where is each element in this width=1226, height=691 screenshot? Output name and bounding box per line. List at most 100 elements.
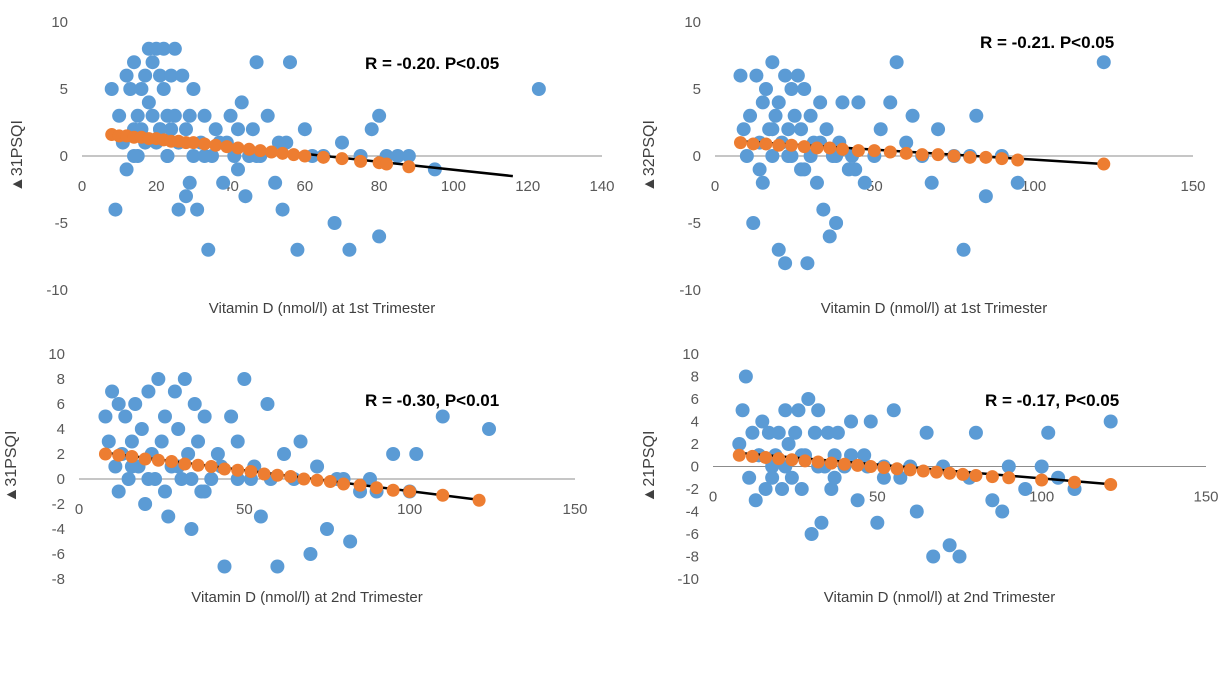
observed-point	[138, 497, 152, 511]
predicted-point	[986, 470, 999, 483]
observed-point	[957, 243, 971, 257]
observed-point	[238, 189, 252, 203]
observed-point	[204, 472, 218, 486]
observed-point	[920, 426, 934, 440]
observed-point	[1051, 471, 1065, 485]
observed-point	[151, 372, 165, 386]
observed-point	[184, 522, 198, 536]
observed-point	[1104, 415, 1118, 429]
predicted-point	[825, 457, 838, 470]
observed-point	[294, 435, 308, 449]
y-tick-label: -5	[55, 215, 68, 232]
observed-point	[820, 122, 834, 136]
predicted-point	[917, 465, 930, 478]
predicted-point	[370, 481, 383, 494]
y-axis-title: ▲31PSQI	[3, 431, 20, 503]
predicted-point	[298, 150, 311, 163]
observed-point	[343, 535, 357, 549]
predicted-point	[963, 151, 976, 164]
predicted-point	[337, 478, 350, 491]
correlation-annotation: R = -0.17, P<0.05	[985, 391, 1119, 410]
predicted-point	[165, 455, 178, 468]
observed-point	[778, 256, 792, 270]
y-tick-label: -10	[46, 282, 68, 299]
observed-point	[198, 485, 212, 499]
observed-point	[969, 109, 983, 123]
y-tick-label: 8	[691, 369, 699, 386]
observed-point	[887, 403, 901, 417]
correlation-annotation: R = -0.30, P<0.01	[365, 391, 499, 410]
observed-point	[778, 69, 792, 83]
observed-point	[883, 95, 897, 109]
chart-panel-4: 1086420-2-4-6-8-100 50 100 150R = -0.17, P<…	[641, 346, 1219, 606]
observed-point	[831, 426, 845, 440]
observed-point	[765, 55, 779, 69]
observed-point	[335, 136, 349, 150]
predicted-point	[1035, 474, 1048, 487]
observed-point	[171, 422, 185, 436]
observed-point	[1011, 176, 1025, 190]
predicted-point	[838, 458, 851, 471]
predicted-point	[1104, 478, 1117, 491]
observed-point	[146, 55, 160, 69]
observed-point	[772, 243, 786, 257]
observed-point	[797, 162, 811, 176]
predicted-point	[836, 143, 849, 156]
predicted-point	[297, 473, 310, 486]
predicted-point	[473, 494, 486, 507]
observed-point	[749, 69, 763, 83]
observed-point	[737, 122, 751, 136]
predicted-point	[139, 453, 152, 466]
observed-point	[98, 410, 112, 424]
observed-point	[250, 55, 264, 69]
x-axis-title: Vitamin D (nmol/l) at 1st Trimester	[209, 300, 435, 317]
observed-point	[183, 109, 197, 123]
observed-point	[808, 426, 822, 440]
observed-point	[108, 460, 122, 474]
y-tick-label: 10	[682, 346, 699, 363]
observed-point	[953, 550, 967, 564]
observed-point	[188, 397, 202, 411]
observed-point	[906, 109, 920, 123]
predicted-point	[187, 136, 200, 149]
observed-point	[910, 505, 924, 519]
predicted-point	[772, 452, 785, 465]
observed-point	[283, 55, 297, 69]
predicted-point	[198, 137, 211, 150]
observed-point	[1018, 482, 1032, 496]
predicted-point	[387, 484, 400, 497]
observed-point	[736, 403, 750, 417]
y-tick-label: 5	[60, 81, 68, 98]
observed-point	[372, 109, 386, 123]
observed-point	[851, 493, 865, 507]
observed-point	[870, 516, 884, 530]
correlation-annotation: R = -0.20. P<0.05	[365, 54, 499, 73]
observed-point	[157, 82, 171, 96]
observed-point	[128, 397, 142, 411]
observed-point	[791, 403, 805, 417]
observed-point	[102, 435, 116, 449]
predicted-point	[271, 469, 284, 482]
predicted-point	[324, 475, 337, 488]
observed-point	[290, 243, 304, 257]
observed-point	[772, 95, 786, 109]
predicted-point	[125, 450, 138, 463]
observed-point	[224, 109, 238, 123]
predicted-point	[799, 454, 812, 467]
predicted-point	[192, 459, 205, 472]
y-tick-label: 2	[691, 436, 699, 453]
observed-point	[168, 42, 182, 56]
observed-point	[532, 82, 546, 96]
observed-point	[823, 229, 837, 243]
predicted-point	[785, 453, 798, 466]
x-tick-label: 150	[1193, 489, 1218, 506]
x-tick-label: 0	[75, 501, 83, 518]
y-tick-label: -2	[52, 496, 65, 513]
observed-point	[160, 149, 174, 163]
observed-point	[788, 109, 802, 123]
observed-point	[409, 447, 423, 461]
observed-point	[141, 472, 155, 486]
predicted-point	[930, 466, 943, 479]
